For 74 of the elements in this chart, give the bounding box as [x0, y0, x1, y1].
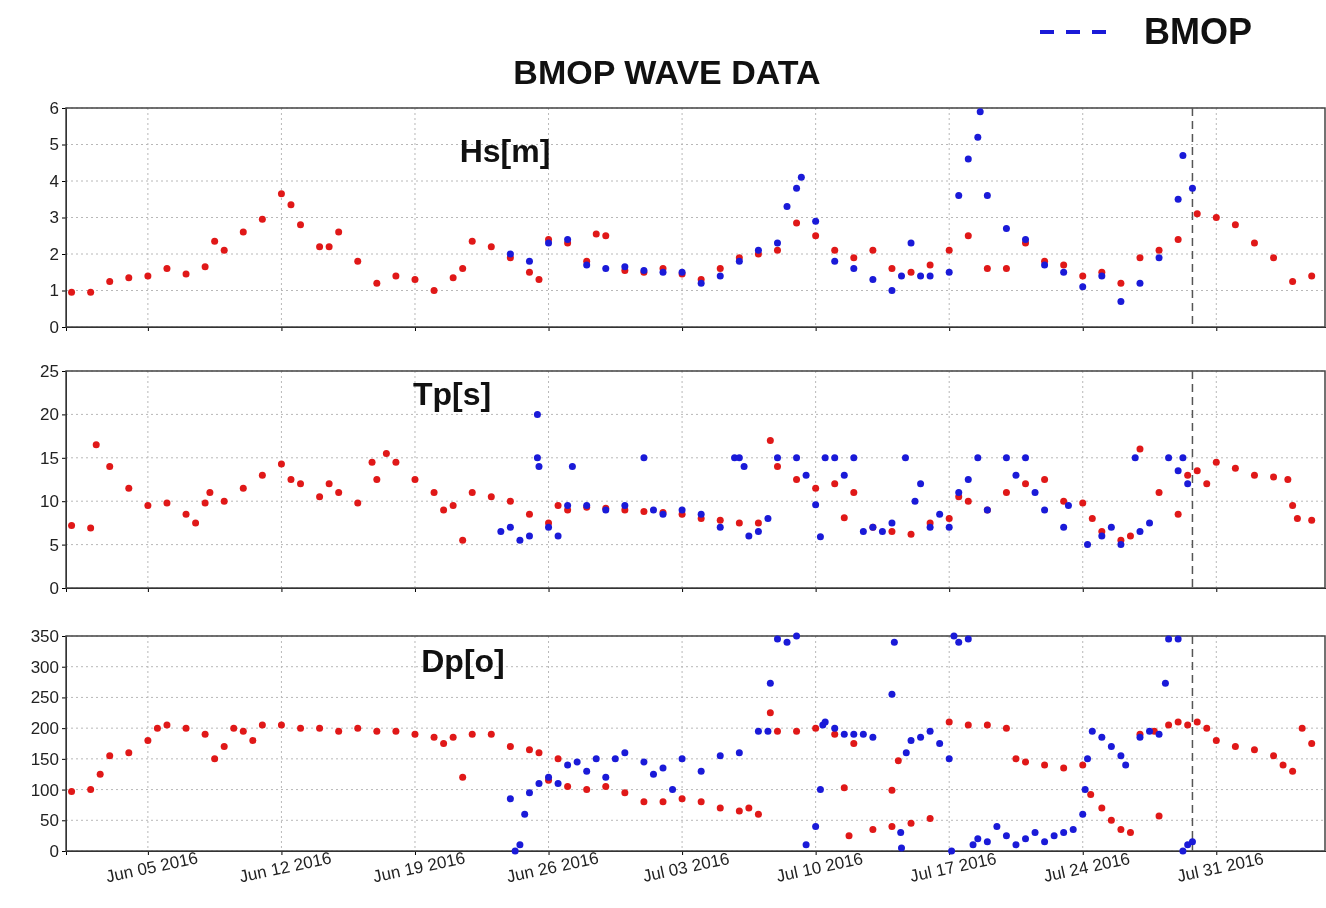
y-tick-label: 200	[30, 719, 59, 739]
point	[506, 250, 514, 258]
annotation: Tp[s]	[412, 376, 492, 412]
point	[797, 173, 805, 181]
y-tick-label: 3	[49, 208, 59, 228]
point	[869, 276, 877, 284]
y-tick-label: 6	[49, 98, 59, 118]
point	[974, 133, 982, 141]
point	[983, 192, 991, 200]
legend-label: BMOP	[1144, 11, 1252, 52]
point	[793, 184, 801, 192]
point	[976, 108, 984, 116]
point	[1098, 272, 1106, 280]
x-tick-label: Jun 12 2016	[237, 848, 334, 887]
point	[1041, 261, 1049, 269]
point	[1174, 195, 1182, 203]
point	[1117, 297, 1125, 305]
x-tick-label: Jul 24 2016	[1041, 849, 1132, 886]
point	[602, 265, 610, 273]
point	[754, 246, 762, 254]
point	[964, 155, 972, 163]
y-tick-label: 15	[40, 448, 59, 468]
point	[850, 265, 858, 273]
point	[1155, 254, 1163, 262]
point	[955, 192, 963, 200]
x-tick-label: Jun 26 2016	[504, 848, 601, 887]
point	[545, 239, 553, 247]
y-tick-label: 4	[49, 171, 59, 191]
point	[525, 257, 533, 265]
point	[1002, 224, 1010, 232]
point	[583, 261, 591, 269]
annotation: Dp[o]	[421, 643, 505, 679]
point	[1079, 283, 1087, 291]
y-tick-label: 0	[49, 578, 59, 598]
y-tick-label: 1	[49, 281, 59, 301]
x-tick-label: Jul 03 2016	[641, 849, 732, 886]
y-tick-label: 300	[30, 657, 59, 677]
point	[917, 272, 925, 280]
y-tick-label: 20	[40, 405, 59, 425]
point	[783, 203, 791, 211]
point	[945, 268, 953, 276]
point	[564, 235, 572, 243]
x-tick-label: Jun 19 2016	[371, 848, 467, 887]
point	[926, 272, 934, 280]
x-tick-label: Jul 17 2016	[908, 849, 999, 886]
point	[907, 239, 915, 247]
y-tick-label: 2	[49, 244, 59, 264]
point	[1179, 151, 1187, 159]
y-tick-label: 0	[49, 317, 59, 337]
y-tick-label: 350	[30, 626, 59, 646]
y-tick-label: 100	[30, 780, 59, 800]
y-tick-label: 250	[30, 688, 59, 708]
y-tick-label: 5	[49, 535, 59, 555]
y-tick-label: 0	[49, 841, 59, 861]
point	[1060, 268, 1068, 276]
annotation: Hs[m]	[459, 133, 551, 169]
y-tick-label: 25	[40, 361, 59, 381]
x-tick-label: Jul 10 2016	[774, 849, 865, 886]
y-tick-label: 10	[40, 492, 59, 512]
point	[1022, 235, 1030, 243]
point	[898, 272, 905, 280]
y-tick-label: 150	[30, 749, 59, 769]
point	[831, 257, 839, 265]
point	[1136, 279, 1144, 287]
point	[1188, 184, 1196, 192]
point	[812, 217, 820, 225]
x-tick-label: Jul 31 2016	[1175, 849, 1266, 886]
y-tick-label: 5	[49, 135, 59, 155]
y-tick-label: 50	[40, 811, 59, 831]
point	[773, 239, 781, 247]
x-tick-label: Jun 05 2016	[104, 848, 200, 887]
point	[888, 287, 896, 294]
point	[716, 272, 724, 280]
chart-title: BMOP WAVE DATA	[513, 53, 821, 91]
